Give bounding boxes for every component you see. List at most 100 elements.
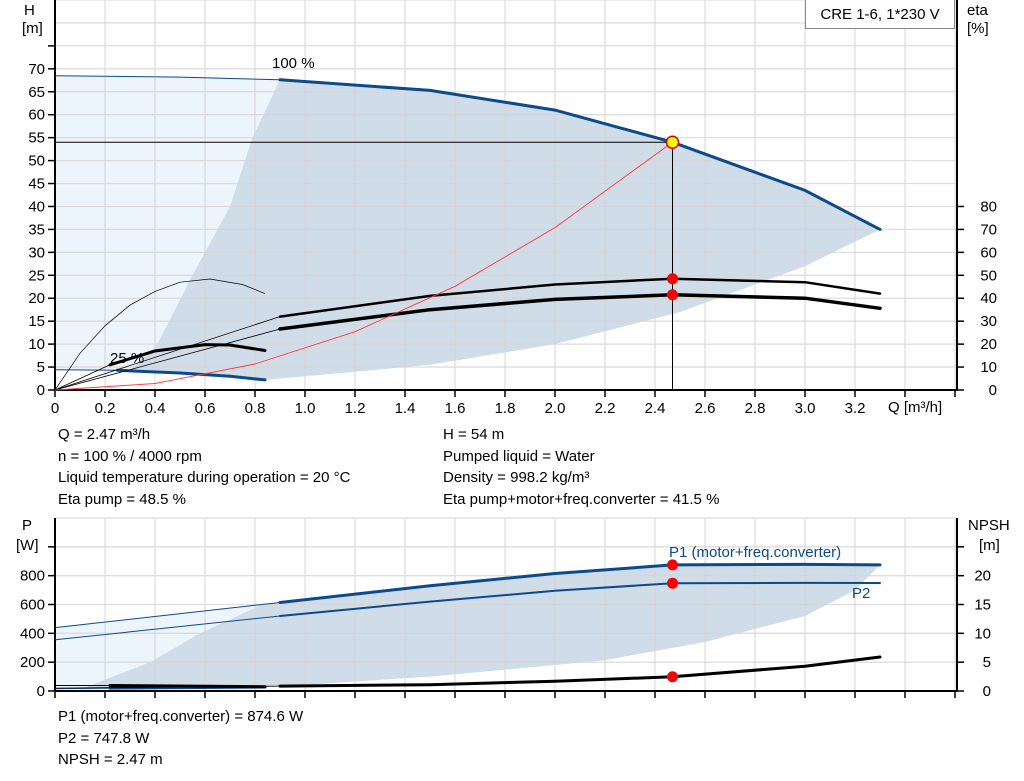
p-axis-unit: [W] (16, 537, 39, 554)
y-right-tick-label: 60 (980, 244, 997, 261)
y-right-tick-label: 20 (980, 336, 997, 353)
x-tick-label: 2.6 (695, 400, 716, 417)
speed-100-label: 100 % (272, 55, 315, 72)
duty-point-eta-pump (667, 273, 678, 285)
y-tick-label: 60 (28, 107, 45, 124)
duty-point-p1 (667, 559, 678, 571)
y-right-tick-label: 15 (974, 597, 991, 614)
y-tick-label: 70 (28, 61, 45, 78)
x-tick-label: 3.0 (795, 400, 816, 417)
info-p2: P2 = 747.8 W (58, 729, 150, 747)
series-line-1 (116, 368, 267, 382)
x-tick-label: 2.2 (595, 400, 616, 417)
x-tick-label: 1.8 (495, 400, 516, 417)
x-tick-label: 2.4 (645, 400, 666, 417)
series-line-5 (108, 343, 267, 367)
y-right-tick-label: 0 (989, 382, 997, 399)
y-tick-label: 20 (28, 290, 45, 307)
info-flow: Q = 2.47 m³/h (58, 426, 151, 443)
p-axis-label: P (22, 517, 33, 534)
y-tick-label: 35 (28, 221, 45, 238)
x-tick-label: 1.4 (395, 400, 416, 417)
y-tick-label: 800 (20, 568, 45, 585)
info-temperature: Liquid temperature during operation = 20… (58, 469, 351, 486)
series-line-0 (278, 562, 882, 604)
y-right-tick-label: 30 (980, 313, 997, 330)
npsh-axis-label: NPSH (968, 517, 1010, 534)
series-line-thin-2 (54, 316, 281, 391)
series-line-thin-4 (54, 685, 281, 689)
info-top-right: H = 54 m Pumped liquid = Water Density =… (443, 424, 719, 510)
info-head: H = 54 m (443, 426, 505, 443)
y-right-tick-label: 10 (980, 359, 997, 376)
x-tick-label: 2.0 (545, 400, 566, 417)
y-right-tick-label: 40 (980, 290, 997, 307)
model-label: CRE 1-6, 1*230 V (805, 0, 955, 29)
duty-point-eta-total (667, 289, 678, 301)
series-line-thin-1 (54, 369, 118, 371)
series-line-thin-1 (54, 615, 281, 641)
x-tick-label: 1.2 (345, 400, 366, 417)
y-tick-label: 15 (28, 313, 45, 330)
y-right-tick-label: 5 (983, 654, 991, 671)
eta-axis-unit: [%] (967, 20, 989, 37)
y-tick-label: 10 (28, 336, 45, 353)
p1-series-label: P1 (motor+freq.converter) (669, 544, 842, 561)
duty-point-p2 (667, 577, 678, 589)
y-tick-label: 0 (37, 382, 45, 399)
y-right-tick-label: 80 (980, 198, 997, 215)
series-line-1 (279, 581, 881, 617)
series-line-4 (278, 655, 882, 688)
y-tick-label: 40 (28, 198, 45, 215)
info-npsh: NPSH = 2.47 m (58, 751, 163, 768)
y-right-tick-label: 50 (980, 267, 997, 284)
x-tick-label: 2.8 (745, 400, 766, 417)
y-right-tick-label: 70 (980, 221, 997, 238)
x-tick-label: 3.2 (845, 400, 866, 417)
y-tick-label: 25 (28, 267, 45, 284)
series-line-thin-4 (54, 278, 266, 391)
y-tick-label: 30 (28, 244, 45, 261)
q-axis-label: Q [m³/h] (888, 399, 943, 416)
x-tick-label: 0.8 (245, 400, 266, 417)
series-line-thin-2 (54, 687, 111, 690)
y-tick-label: 200 (20, 654, 45, 671)
info-eta-pump: Eta pump = 48.5 % (58, 490, 186, 508)
series-line-0 (278, 78, 882, 231)
h-axis-label: H (24, 2, 35, 19)
x-tick-label: 0.2 (95, 400, 116, 417)
duty-point-npsh (667, 671, 678, 683)
info-eta-total: Eta pump+motor+freq.converter = 41.5 % (443, 490, 720, 508)
system-curve (54, 141, 673, 391)
series-line-thin-0 (54, 75, 281, 81)
y-right-tick-label: 0 (983, 683, 991, 700)
series-line-thin-5 (54, 364, 111, 391)
series-line-3 (278, 293, 882, 331)
y-tick-label: 0 (37, 683, 45, 700)
x-tick-label: 1.0 (295, 400, 316, 417)
series-line-thin-0 (54, 602, 281, 629)
y-tick-label: 45 (28, 176, 45, 193)
y-right-tick-label: 20 (974, 568, 991, 585)
p2-series-label: P2 (852, 585, 871, 602)
info-bottom: P1 (motor+freq.converter) = 874.6 W P2 =… (58, 706, 303, 771)
eta-axis-label: eta (967, 2, 988, 19)
y-tick-label: 600 (20, 597, 45, 614)
speed-25-label: 25 % (110, 350, 145, 367)
y-tick-label: 55 (28, 130, 45, 147)
y-tick-label: 50 (28, 153, 45, 170)
y-right-tick-label: 10 (974, 625, 991, 642)
info-density: Density = 998.2 kg/m³ (443, 469, 590, 486)
npsh-axis-unit: [m] (979, 537, 1000, 554)
x-tick-label: 0 (51, 400, 59, 417)
duty-point (665, 135, 680, 149)
info-top-left: Q = 2.47 m³/h n = 100 % / 4000 rpm Liqui… (58, 424, 350, 510)
x-tick-label: 0.6 (195, 400, 216, 417)
y-tick-label: 65 (28, 84, 45, 101)
x-tick-label: 1.6 (445, 400, 466, 417)
y-tick-label: 5 (37, 359, 45, 376)
info-liquid: Pumped liquid = Water (443, 447, 595, 465)
y-tick-label: 400 (20, 625, 45, 642)
series-line-2 (278, 277, 882, 318)
